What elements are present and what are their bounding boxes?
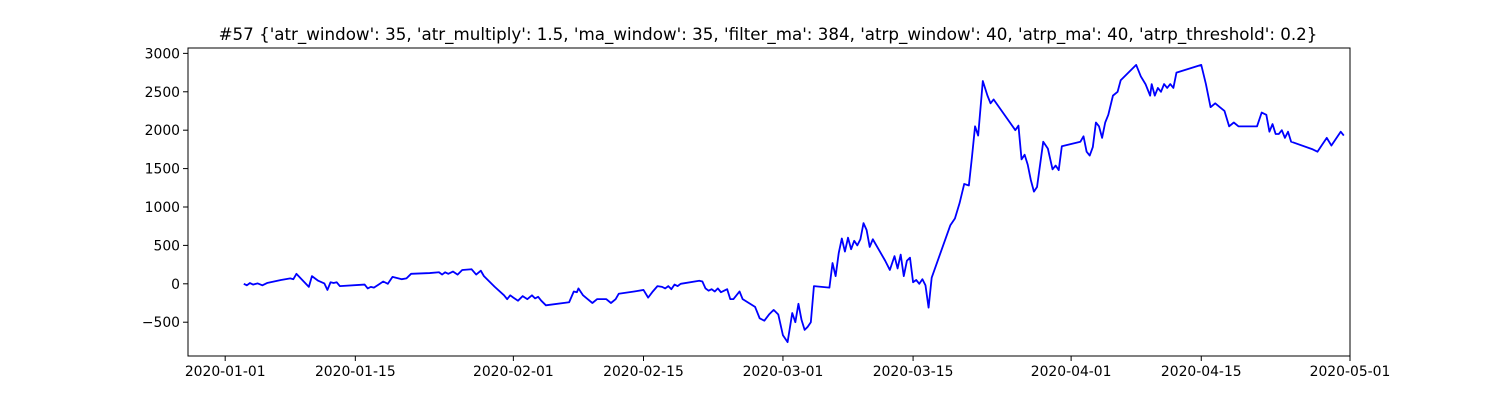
x-tick-label: 2020-03-15 — [873, 364, 954, 380]
x-tick-label: 2020-05-01 — [1310, 364, 1391, 380]
x-tick-label: 2020-02-15 — [603, 364, 684, 380]
y-tick-label: 3000 — [145, 46, 180, 62]
chart-title: #57 {'atr_window': 35, 'atr_multiply': 1… — [219, 24, 1318, 45]
x-tick-label: 2020-01-01 — [185, 364, 266, 380]
y-tick-label: 500 — [153, 238, 180, 254]
y-tick-label: −500 — [142, 315, 180, 331]
x-tick-label: 2020-04-01 — [1031, 364, 1112, 380]
y-tick-label: 1000 — [145, 200, 180, 216]
y-tick-label: 1500 — [145, 162, 180, 178]
x-tick-label: 2020-01-15 — [315, 364, 396, 380]
series-layer — [243, 64, 1345, 344]
y-tick-label: 2500 — [145, 85, 180, 101]
x-tick-label: 2020-04-15 — [1161, 364, 1242, 380]
y-tick-label: 0 — [171, 277, 180, 293]
x-tick-label: 2020-03-01 — [743, 364, 824, 380]
plot-frame — [187, 47, 1351, 357]
series-line — [243, 64, 1345, 344]
x-tick-label: 2020-02-01 — [473, 364, 554, 380]
axes: 2020-01-01 2020-01-15 2020-02-01 2020-02-15… — [142, 46, 1391, 380]
y-tick-label: 2000 — [145, 123, 180, 139]
